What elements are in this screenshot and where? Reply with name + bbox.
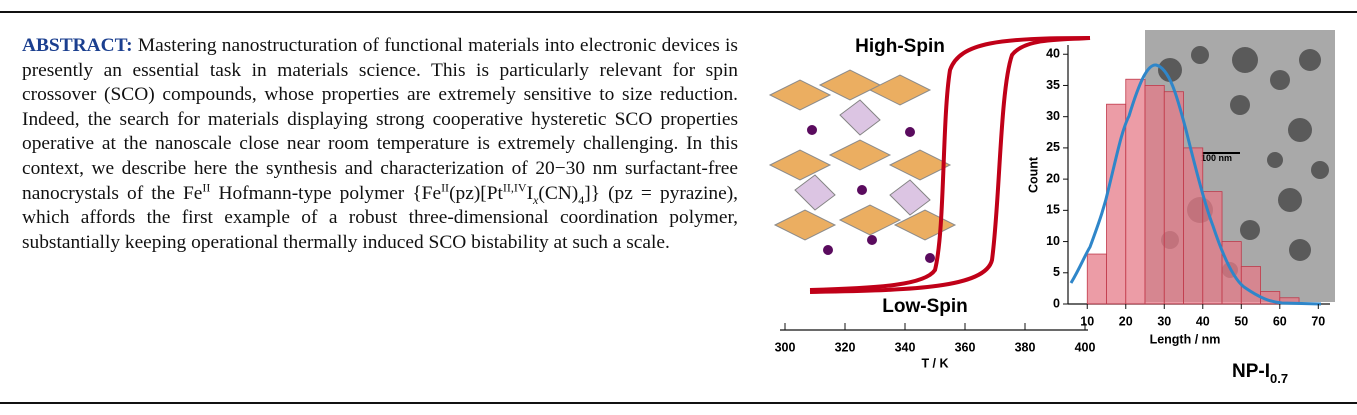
text: Mastering nanostructuration of functiona… bbox=[22, 35, 738, 204]
superscript: II bbox=[441, 180, 450, 195]
text: I bbox=[526, 182, 534, 204]
superscript: II bbox=[202, 180, 211, 195]
y-tick-label: 30 bbox=[1046, 109, 1060, 123]
length-axis-label: Length / nm bbox=[1150, 332, 1221, 346]
x-tick-label: 40 bbox=[1196, 314, 1210, 328]
scale-bar-label: 100 nm bbox=[1201, 153, 1232, 163]
count-axis-label: Count bbox=[1026, 156, 1040, 193]
x-tick-label: 30 bbox=[1157, 314, 1171, 328]
y-tick-label: 5 bbox=[1053, 265, 1060, 279]
hysteresis-loop bbox=[809, 36, 1091, 294]
x-tick-label: 400 bbox=[1075, 340, 1096, 354]
sample-label: NP-I0.7 bbox=[1232, 361, 1288, 386]
x-tick-label: 360 bbox=[955, 340, 976, 354]
histogram-bar bbox=[1183, 147, 1204, 305]
y-tick-label: 15 bbox=[1046, 203, 1060, 217]
abstract-label: ABSTRACT: bbox=[22, 35, 133, 56]
y-tick-label: 0 bbox=[1053, 296, 1060, 310]
high-spin-label: High-Spin bbox=[855, 36, 945, 57]
t-axis-label: T / K bbox=[921, 356, 948, 370]
crystal-structure bbox=[768, 69, 957, 263]
sample-subscript: 0.7 bbox=[1270, 371, 1288, 386]
superscript: II,IV bbox=[502, 180, 527, 195]
histogram-bar bbox=[1144, 85, 1165, 305]
abstract: ABSTRACT: Mastering nanostructuration of… bbox=[22, 34, 738, 255]
y-tick-label: 35 bbox=[1046, 78, 1060, 92]
x-tick-label: 50 bbox=[1234, 314, 1248, 328]
x-tick-label: 60 bbox=[1273, 314, 1287, 328]
x-tick-label: 320 bbox=[835, 340, 856, 354]
low-spin-label: Low-Spin bbox=[882, 296, 967, 317]
x-tick-label: 70 bbox=[1311, 314, 1325, 328]
x-tick-label: 380 bbox=[1015, 340, 1036, 354]
subscript: 4 bbox=[578, 192, 585, 207]
histogram-bar bbox=[1163, 91, 1184, 305]
text: (CN) bbox=[538, 182, 579, 204]
y-tick-label: 20 bbox=[1046, 171, 1060, 185]
histogram-bar bbox=[1086, 253, 1107, 305]
y-tick-label: 25 bbox=[1046, 140, 1060, 154]
x-tick-label: 10 bbox=[1080, 314, 1094, 328]
sample-name: NP-I bbox=[1232, 361, 1270, 382]
x-tick-label: 20 bbox=[1119, 314, 1133, 328]
y-tick-label: 40 bbox=[1046, 47, 1060, 61]
rule-bottom bbox=[0, 402, 1357, 404]
text: ]} (pz = pyrazine), which affords the fi… bbox=[22, 182, 738, 253]
rule-top bbox=[0, 11, 1357, 13]
subscript: x bbox=[533, 192, 539, 207]
text: (pz)[Pt bbox=[449, 182, 503, 204]
x-tick-label: 300 bbox=[775, 340, 796, 354]
text: Hofmann-type polymer {Fe bbox=[210, 182, 442, 204]
fit-curve bbox=[1069, 63, 1322, 306]
y-tick-label: 10 bbox=[1046, 234, 1060, 248]
x-tick-label: 340 bbox=[895, 340, 916, 354]
